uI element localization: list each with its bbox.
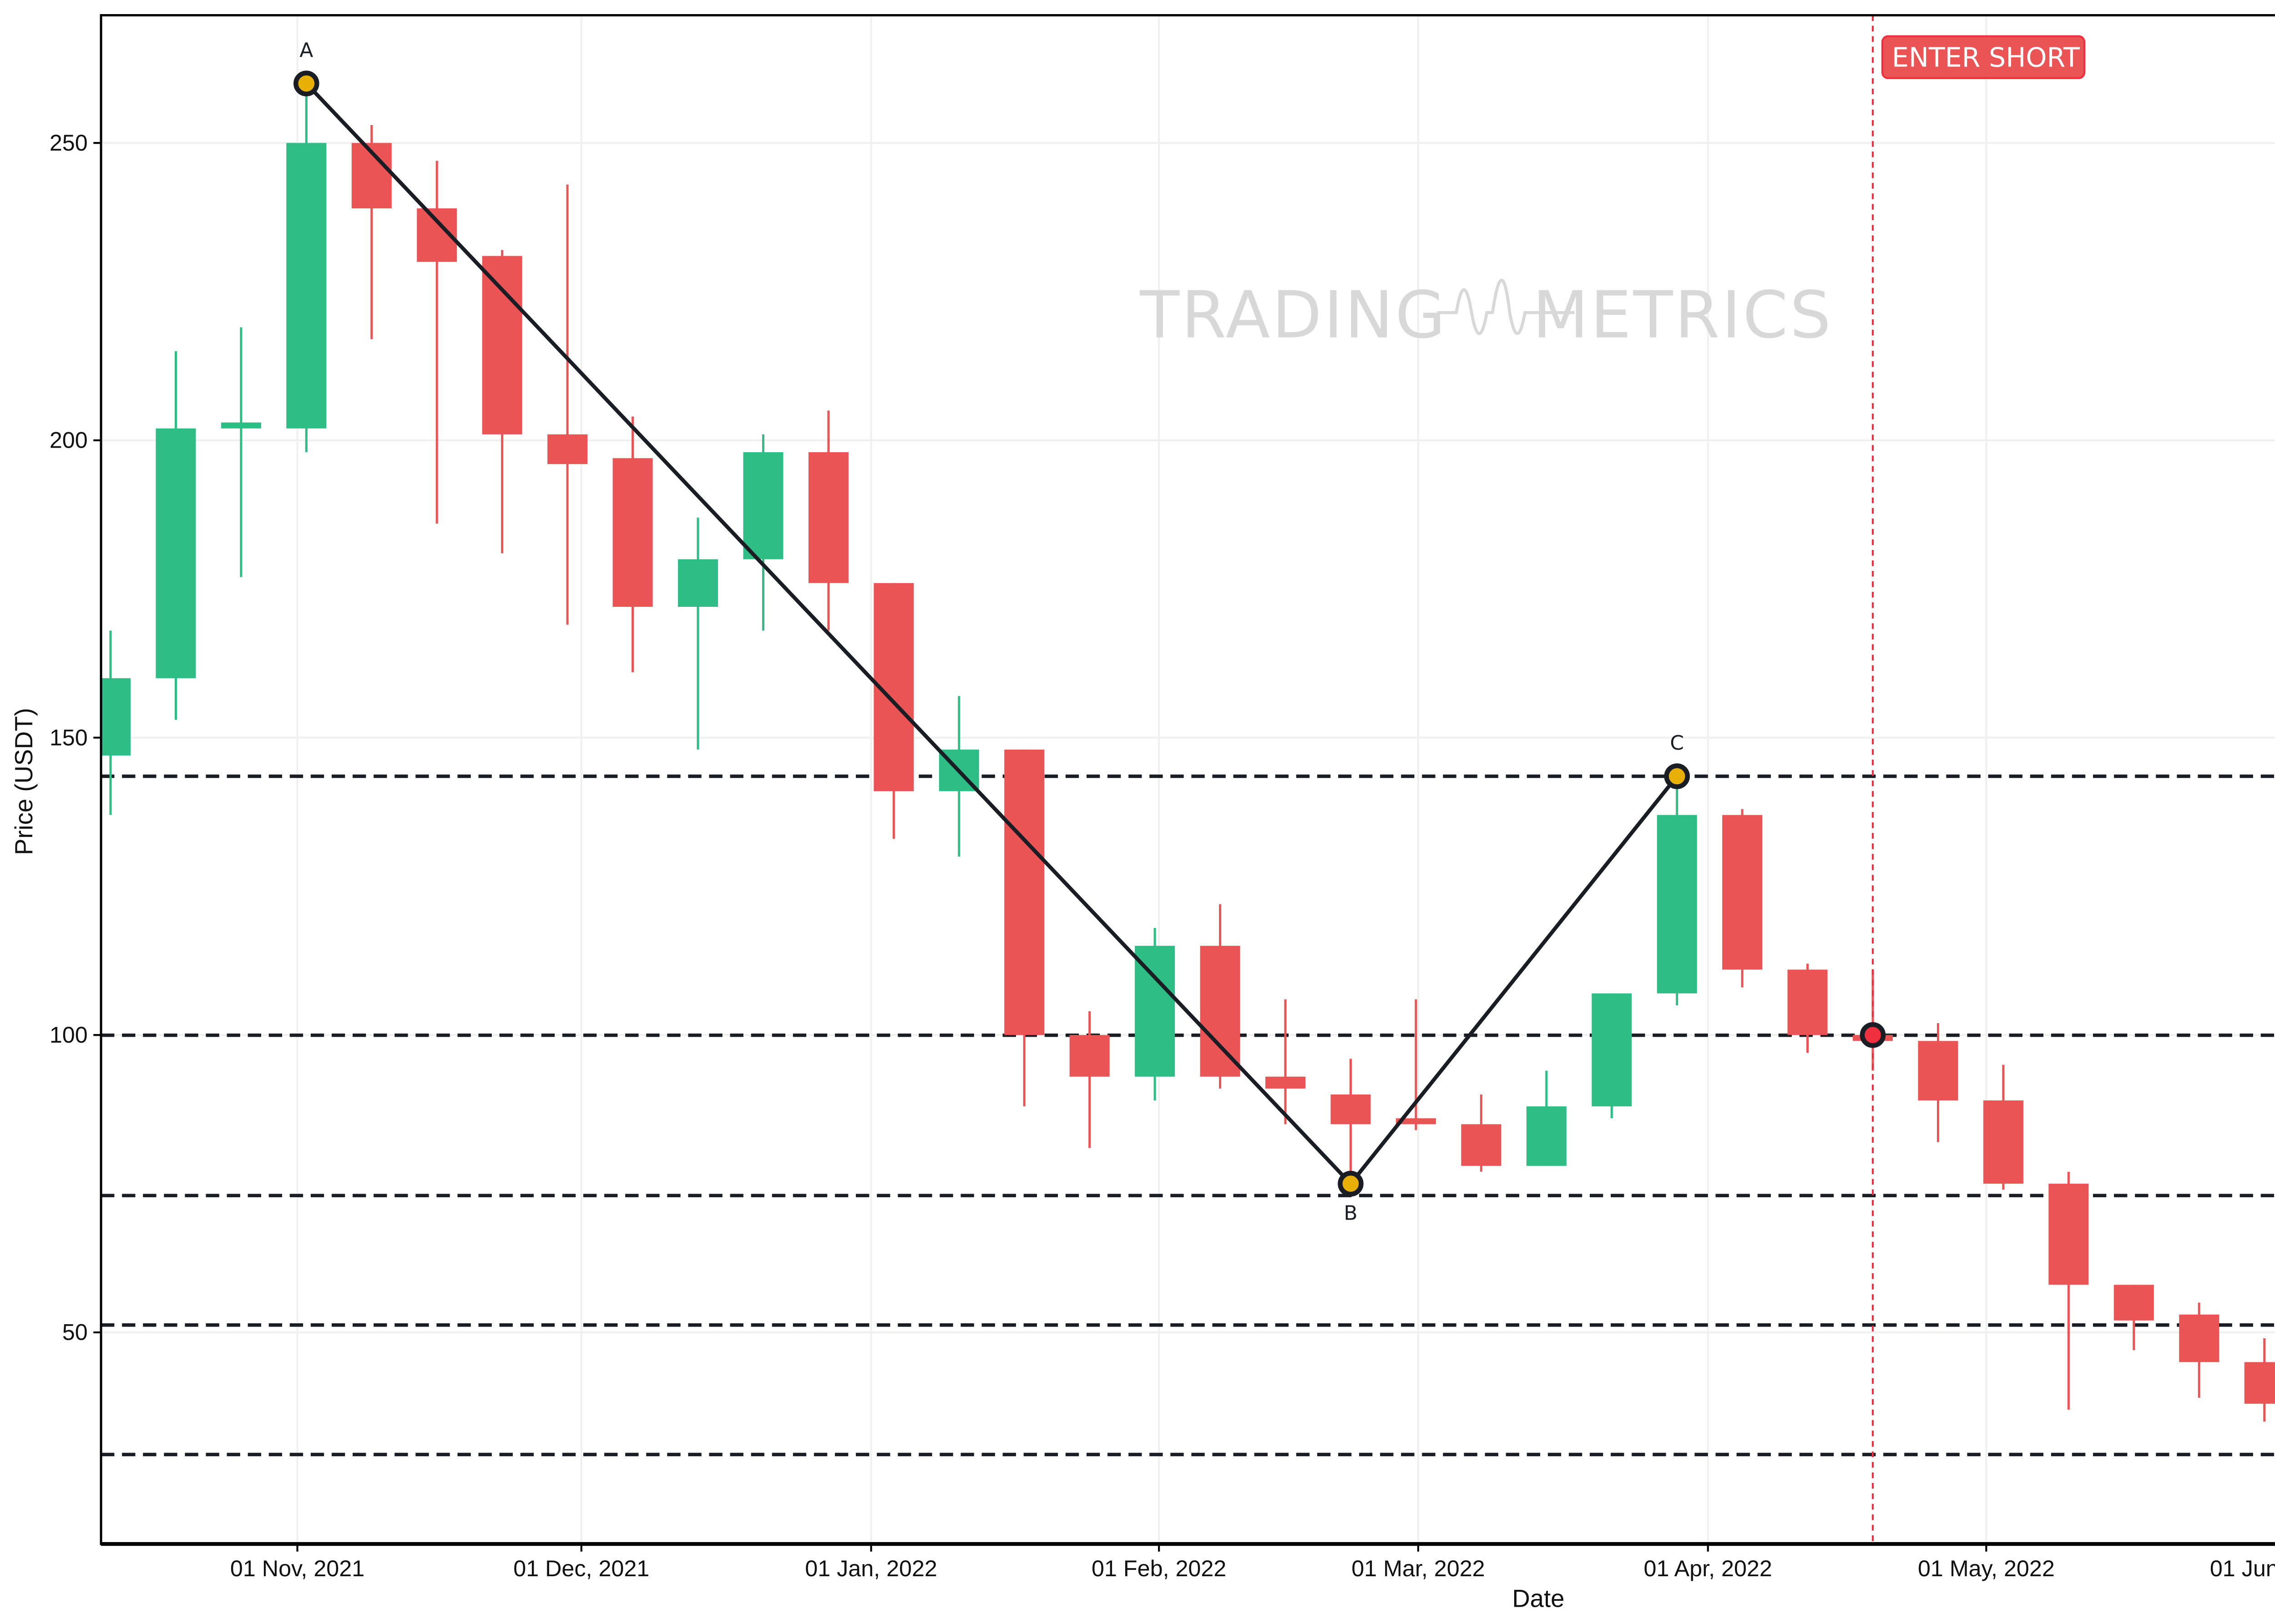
candle-up [221, 327, 261, 577]
axes: 50 100 150 200 250 01 Nov, 2021 01 Dec, 2021 01… [50, 14, 2275, 1581]
pattern-label-b: B [1344, 1202, 1357, 1225]
candle-body [612, 458, 653, 607]
watermark-right: METRICS [1532, 277, 1833, 353]
pattern-point-b [1338, 1170, 1364, 1197]
y-tick-label: 150 [50, 724, 88, 750]
candle-down [2244, 1338, 2275, 1422]
pattern-point-a [293, 71, 319, 96]
candle-body [1265, 1076, 1305, 1089]
y-tick-label: 50 [62, 1319, 88, 1345]
candle-body [482, 256, 522, 434]
watermark-left: TRADING [1139, 277, 1447, 353]
candle-body [1135, 946, 1175, 1077]
candle-down [482, 250, 522, 554]
candle-body [743, 452, 784, 560]
signal-label: ENTER SHORT [1892, 42, 2080, 73]
candle-body [1395, 1118, 1436, 1125]
x-tick-label: 01 Nov, 2021 [230, 1555, 364, 1581]
candle-down [1983, 1064, 2023, 1190]
candle-down [2048, 1171, 2089, 1410]
candle-down [1004, 749, 1045, 1107]
candle-body [2244, 1362, 2275, 1404]
y-tick-label: 250 [50, 130, 88, 156]
candle-up [156, 351, 196, 720]
candle-down [1461, 1094, 1502, 1172]
abc-pattern: A B C [293, 39, 1690, 1225]
candle-down [1787, 963, 1828, 1053]
x-tick-label: 01 Jun, 2022 [2210, 1555, 2275, 1581]
candle-up [1592, 993, 1632, 1119]
candle-up [678, 517, 718, 750]
candle-down [2113, 1285, 2154, 1351]
pattern-label-c: C [1670, 731, 1684, 755]
candle-down [1722, 809, 1763, 988]
candle-up [1657, 776, 1697, 1005]
candle-up [1526, 1070, 1567, 1166]
y-tick-label: 200 [50, 427, 88, 453]
candle-body [678, 559, 718, 607]
candle-up [743, 434, 784, 631]
x-tick-label: 01 May, 2022 [1918, 1555, 2055, 1581]
enter-marker [1860, 1022, 1886, 1048]
candle-body [286, 143, 327, 429]
candle-down [612, 416, 653, 672]
candle-body [547, 434, 588, 464]
candle-body [1592, 993, 1632, 1107]
candle-body [1787, 969, 1828, 1035]
watermark-logo: TRADING METRICS [1139, 277, 1833, 353]
candle-body [1918, 1041, 1958, 1101]
candle-body [1200, 946, 1240, 1077]
candle-down [808, 410, 849, 631]
candle-body [1330, 1094, 1371, 1125]
candle-down [1918, 1023, 1958, 1142]
y-axis-title: Price (USDT) [10, 708, 38, 855]
candle-up [1135, 928, 1175, 1101]
x-axis-title: Date [1512, 1584, 1564, 1612]
candle-body [156, 428, 196, 678]
candle-body [1069, 1035, 1110, 1077]
candle-down [547, 184, 588, 625]
candle-down [1265, 999, 1305, 1125]
candle-body [221, 422, 261, 429]
enter-short-badge [1881, 35, 2086, 79]
candle-up [286, 83, 327, 453]
candles [101, 83, 2275, 1422]
y-tick-label: 100 [50, 1022, 88, 1048]
x-tick-label: 01 Feb, 2022 [1092, 1555, 1226, 1581]
candle-down [2179, 1302, 2219, 1398]
x-tick-label: 01 Apr, 2022 [1644, 1555, 1772, 1581]
candle-down [1200, 904, 1240, 1089]
candle-down [1330, 1059, 1371, 1184]
candle-body [2048, 1184, 2089, 1285]
candle-body [808, 452, 849, 583]
candle-body [2113, 1285, 2154, 1321]
candle-body [1983, 1100, 2023, 1184]
candle-down [1069, 1011, 1110, 1148]
pattern-point-c [1664, 763, 1690, 789]
x-tick-label: 01 Mar, 2022 [1351, 1555, 1485, 1581]
candle-body [2179, 1314, 2219, 1362]
x-tick-label: 01 Jan, 2022 [805, 1555, 937, 1581]
candle-body [1004, 749, 1045, 1035]
trade-signals: ENTER SHORTEXIT SHORT [1860, 15, 2086, 1544]
candle-up [101, 630, 131, 815]
candle-body [1461, 1124, 1502, 1166]
candle-body [1657, 815, 1697, 994]
candle-body [101, 678, 131, 756]
candle-body [1526, 1106, 1567, 1166]
pattern-label-a: A [299, 39, 313, 62]
candle-body [1722, 815, 1763, 970]
candle-down [1395, 999, 1436, 1130]
x-tick-label: 01 Dec, 2021 [513, 1555, 649, 1581]
